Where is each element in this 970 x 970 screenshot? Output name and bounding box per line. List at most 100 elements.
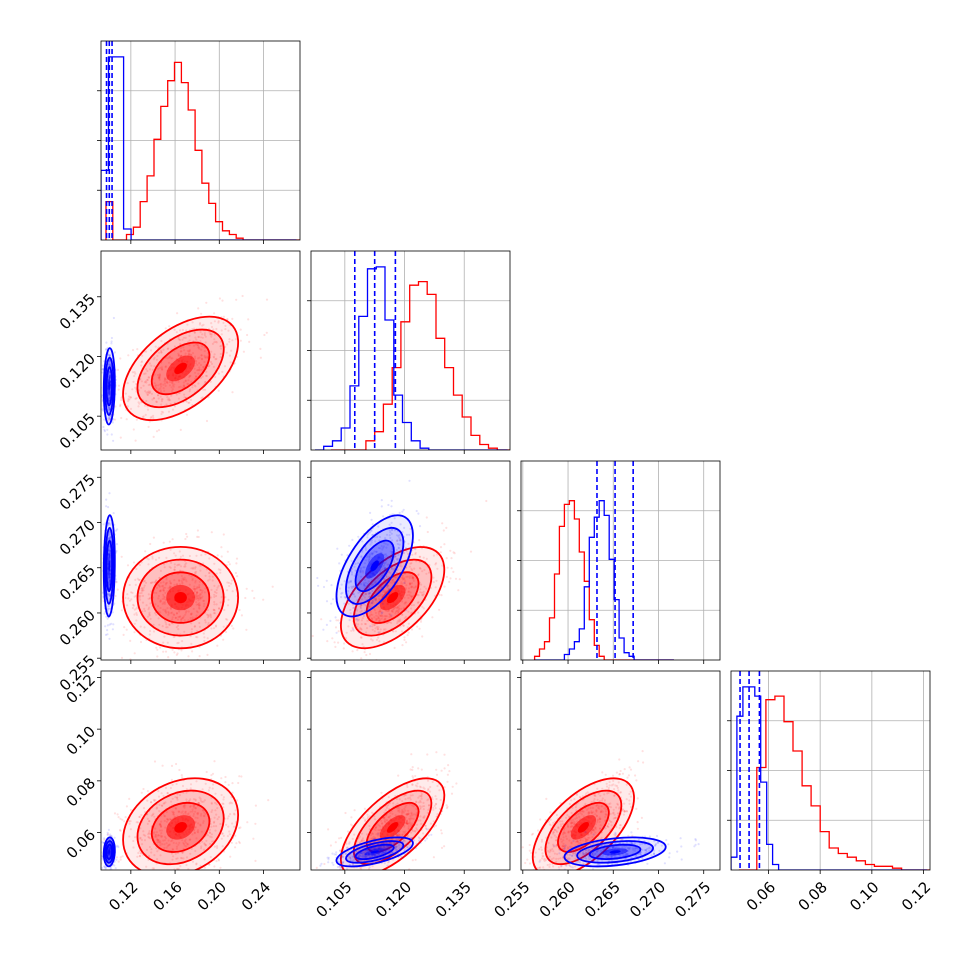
scatter-point bbox=[177, 397, 180, 400]
scatter-point bbox=[370, 578, 373, 581]
scatter-point bbox=[141, 589, 144, 592]
scatter-point bbox=[221, 832, 224, 835]
scatter-point bbox=[374, 611, 377, 615]
scatter-point bbox=[193, 804, 196, 807]
scatter-point bbox=[419, 819, 422, 822]
scatter-point bbox=[365, 592, 368, 595]
scatter-point bbox=[376, 628, 379, 631]
scatter-point bbox=[189, 388, 192, 391]
scatter-point bbox=[408, 576, 411, 580]
scatter-point bbox=[212, 356, 216, 359]
scatter-point bbox=[401, 800, 404, 803]
scatter-point bbox=[389, 815, 392, 818]
scatter-point bbox=[417, 594, 420, 597]
scatter-point bbox=[150, 581, 153, 584]
scatter-point bbox=[188, 350, 191, 353]
scatter-point bbox=[180, 579, 183, 582]
scatter-point bbox=[309, 631, 311, 633]
scatter-point bbox=[199, 823, 202, 826]
scatter-point bbox=[189, 798, 192, 801]
scatter-point bbox=[200, 357, 203, 360]
y-tick-label: 0.105 bbox=[56, 409, 99, 452]
scatter-point bbox=[162, 839, 165, 842]
scatter-point bbox=[149, 629, 152, 633]
scatter-point bbox=[204, 553, 207, 556]
scatter-point bbox=[162, 601, 165, 604]
scatter-point bbox=[392, 630, 395, 633]
scatter-point bbox=[108, 846, 111, 849]
scatter-point bbox=[165, 610, 168, 613]
scatter-point bbox=[367, 867, 371, 870]
scatter-point bbox=[191, 386, 194, 389]
scatter-point bbox=[383, 618, 386, 622]
scatter-point bbox=[190, 628, 193, 631]
scatter-point bbox=[159, 569, 162, 573]
scatter-point bbox=[393, 555, 396, 558]
scatter-point bbox=[410, 586, 413, 589]
scatter-point bbox=[230, 624, 233, 628]
scatter-point bbox=[384, 556, 387, 559]
scatter-point bbox=[349, 856, 352, 859]
scatter-point bbox=[190, 567, 193, 570]
scatter-point bbox=[380, 822, 384, 825]
scatter-point bbox=[202, 632, 205, 635]
scatter-point bbox=[246, 333, 249, 337]
scatter-point bbox=[382, 541, 385, 544]
scatter-point bbox=[395, 555, 398, 558]
scatter-point bbox=[171, 648, 174, 651]
scatter-point bbox=[157, 795, 161, 798]
scatter-point bbox=[153, 580, 156, 584]
scatter-point bbox=[170, 852, 173, 855]
scatter-point bbox=[101, 866, 104, 870]
scatter-point bbox=[112, 418, 115, 421]
scatter-point bbox=[212, 355, 215, 358]
scatter-point bbox=[254, 822, 257, 825]
scatter-point bbox=[199, 596, 202, 599]
scatter-point bbox=[351, 626, 354, 629]
scatter-point bbox=[251, 589, 254, 592]
scatter-point bbox=[195, 610, 198, 613]
scatter-point bbox=[110, 340, 113, 343]
scatter-point bbox=[221, 370, 224, 373]
scatter-point bbox=[383, 816, 386, 819]
scatter-point bbox=[157, 388, 160, 391]
scatter-point bbox=[128, 583, 131, 587]
scatter-point bbox=[236, 575, 239, 578]
contour-line-blue bbox=[335, 514, 414, 618]
scatter-point bbox=[149, 383, 152, 386]
scatter-point bbox=[158, 590, 162, 593]
scatter-point bbox=[254, 804, 257, 807]
scatter-point bbox=[165, 626, 168, 629]
scatter-point bbox=[343, 580, 346, 583]
scatter-point bbox=[395, 845, 398, 848]
scatter-point bbox=[368, 555, 371, 558]
scatter-point bbox=[206, 355, 209, 358]
scatter-point bbox=[382, 628, 386, 631]
scatter-point bbox=[363, 583, 366, 587]
scatter-point bbox=[200, 368, 203, 371]
scatter-point bbox=[178, 338, 182, 342]
scatter-point bbox=[386, 563, 389, 566]
scatter-point bbox=[129, 828, 132, 831]
scatter-point bbox=[178, 615, 181, 619]
scatter-point bbox=[390, 532, 393, 535]
scatter-point bbox=[390, 505, 393, 508]
scatter-point bbox=[188, 554, 191, 558]
scatter-point bbox=[196, 344, 200, 347]
scatter-point bbox=[374, 619, 377, 622]
scatter-point bbox=[108, 354, 111, 357]
scatter-point bbox=[415, 828, 419, 831]
scatter-point bbox=[397, 609, 400, 612]
scatter-point bbox=[208, 828, 211, 831]
scatter-point bbox=[152, 812, 155, 815]
scatter-point bbox=[128, 835, 131, 838]
scatter-point bbox=[385, 533, 389, 536]
density-peak-red bbox=[174, 362, 187, 375]
scatter-point bbox=[180, 617, 183, 621]
scatter-point bbox=[182, 578, 185, 581]
scatter-point bbox=[221, 845, 224, 848]
scatter-point bbox=[196, 813, 199, 816]
scatter-point bbox=[383, 566, 386, 570]
scatter-point bbox=[108, 607, 111, 610]
scatter-point bbox=[220, 333, 223, 336]
